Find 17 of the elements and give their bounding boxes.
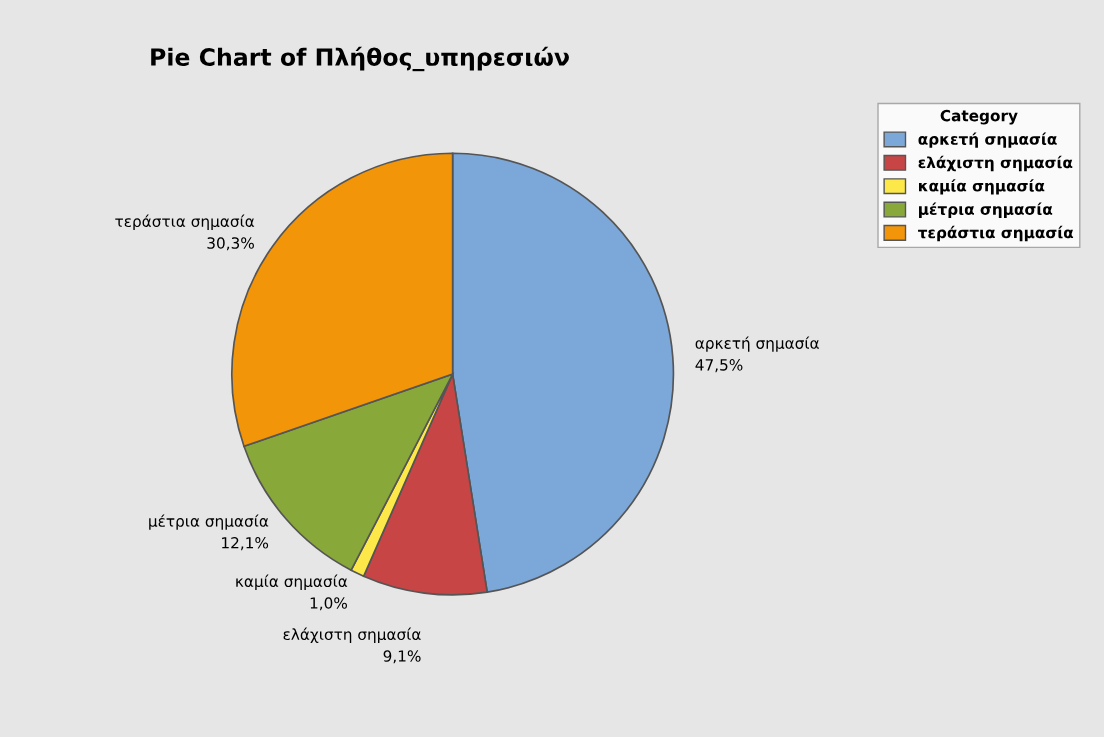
chart-title: Pie Chart of Πλήθος_υπηρεσιών — [151, 46, 569, 72]
slice-label: ελάχιστη σημασία — [283, 627, 421, 644]
slice-label: αρκετή σημασία — [695, 336, 819, 352]
legend-title: Category — [940, 109, 1018, 125]
data-label: 9,1% — [383, 650, 421, 664]
legend-label: τεράστια σημασία — [918, 225, 1074, 242]
legend-label: ελάχιστη σημασία — [918, 155, 1073, 172]
legend-label: καμία σημασία — [919, 179, 1045, 195]
data-label: 12,1% — [222, 537, 269, 551]
legend-label: μέτρια σημασία — [919, 202, 1053, 218]
slice-label: τεράστια σημασία — [115, 214, 255, 230]
slice-label: μέτρια σημασία — [149, 514, 269, 530]
data-label: 1,0% — [310, 597, 348, 611]
slice-label: καμία σημασία — [236, 574, 348, 591]
data-label: 47,5% — [695, 359, 743, 373]
legend-label: αρκετή σημασία — [918, 132, 1057, 148]
data-label: 30,3% — [207, 237, 254, 251]
